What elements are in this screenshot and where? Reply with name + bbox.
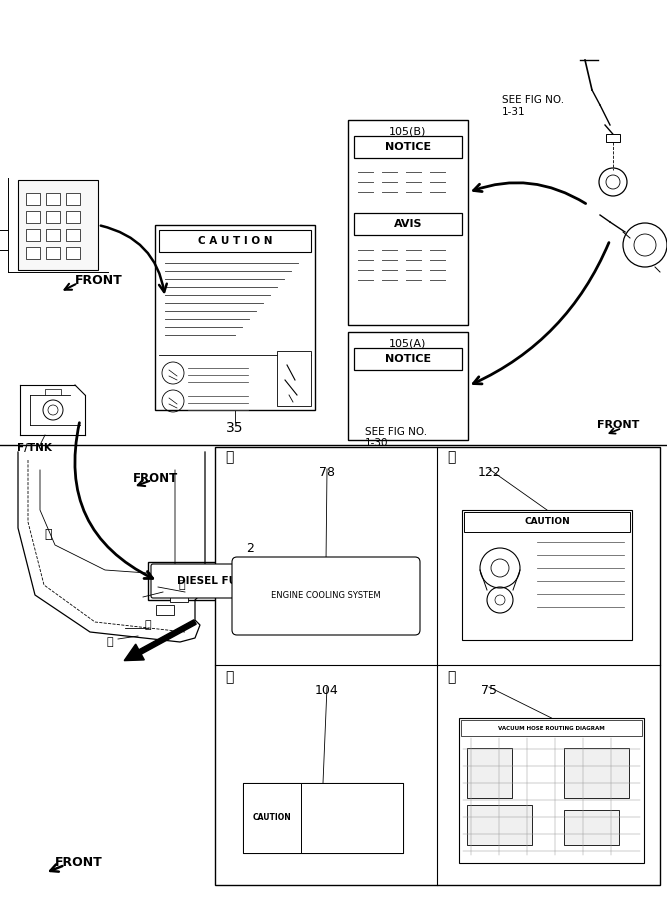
Text: DIESEL FUEL ONLY: DIESEL FUEL ONLY [177,576,284,586]
Bar [170,590,188,602]
Text: 105(A): 105(A) [390,339,427,349]
Bar [354,136,462,158]
Text: FRONT: FRONT [132,472,177,484]
Bar [464,512,630,532]
Text: FRONT: FRONT [597,420,639,430]
Text: 1-30: 1-30 [365,438,388,448]
Bar [46,229,60,241]
Text: 78: 78 [319,465,335,479]
Text: ENGINE COOLING SYSTEM: ENGINE COOLING SYSTEM [271,590,381,599]
Text: Ⓐ: Ⓐ [225,450,233,464]
Text: 75: 75 [481,683,497,697]
Bar [354,348,462,370]
Text: F/TNK: F/TNK [17,443,52,453]
Bar [243,783,301,853]
FancyArrow shape [124,620,196,661]
Text: Ⓒ: Ⓒ [225,670,233,684]
Bar [26,247,40,259]
Bar [301,783,403,853]
Bar [155,225,315,410]
Bar [66,229,80,241]
Text: 35: 35 [226,421,243,435]
Bar [46,193,60,205]
Bar [148,562,313,600]
Text: CAUTION: CAUTION [253,814,291,823]
Bar [66,247,80,259]
Bar [459,718,644,863]
Text: 105(B): 105(B) [390,127,427,137]
Text: SEE FIG NO.: SEE FIG NO. [365,427,427,437]
Text: NOTICE: NOTICE [385,354,431,364]
Bar [156,605,174,615]
Bar [354,213,462,235]
Bar [348,332,468,440]
Bar [26,229,40,241]
Text: AVIS: AVIS [394,219,422,229]
Bar [564,810,619,845]
Text: Ⓐ: Ⓐ [44,528,52,542]
Text: SEE FIG NO.: SEE FIG NO. [502,95,564,105]
FancyBboxPatch shape [232,557,420,635]
Bar [46,247,60,259]
Bar [45,389,61,395]
Text: Ⓑ: Ⓑ [179,580,185,590]
Bar [18,180,98,270]
Text: Ⓑ: Ⓑ [447,450,455,464]
Bar [467,748,512,798]
Bar [277,351,311,406]
Text: Ⓓ: Ⓓ [447,670,455,684]
Text: 104: 104 [315,683,339,697]
Text: CAUTION: CAUTION [524,518,570,526]
Text: 122: 122 [477,465,501,479]
Text: 1-31: 1-31 [502,107,526,117]
Text: 2: 2 [247,542,254,554]
Bar [26,211,40,223]
Bar [461,720,642,736]
Bar [606,134,620,142]
Bar [46,211,60,223]
Text: C A U T I O N: C A U T I O N [197,236,272,246]
Bar [462,510,632,640]
Bar [467,805,532,845]
Text: VACUUM HOSE ROUTING DIAGRAM: VACUUM HOSE ROUTING DIAGRAM [498,725,605,731]
Bar [26,193,40,205]
Bar [348,120,468,325]
Bar [66,211,80,223]
Bar [215,447,660,885]
Bar [243,783,403,853]
Bar [159,230,311,252]
FancyBboxPatch shape [151,564,310,598]
Text: Ⓒ: Ⓒ [107,637,113,647]
Text: FRONT: FRONT [55,856,103,868]
Text: FRONT: FRONT [75,274,123,286]
Bar [564,748,629,798]
Text: Ⓓ: Ⓓ [145,620,151,630]
Text: NOTICE: NOTICE [385,142,431,152]
Bar [66,193,80,205]
